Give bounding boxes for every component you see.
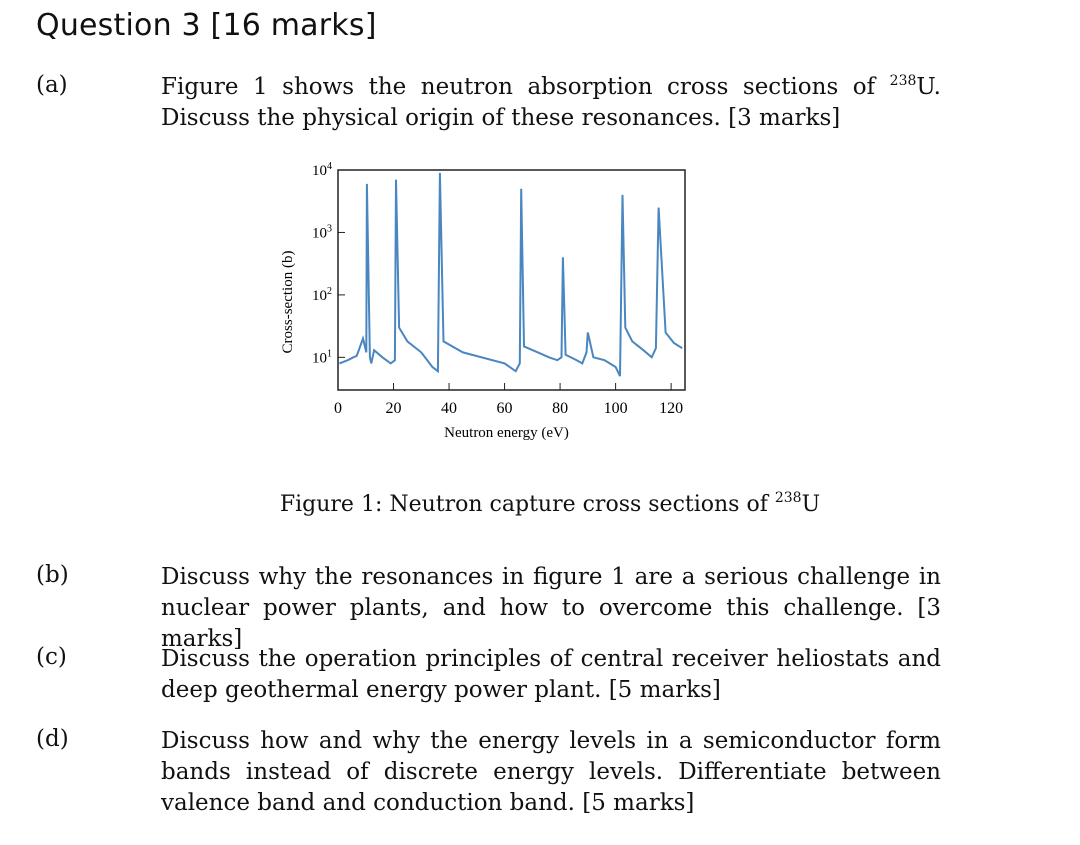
y-tick-label: 104 xyxy=(312,161,332,179)
y-tick-label: 102 xyxy=(312,286,332,304)
cross-section-series-line xyxy=(339,172,683,377)
part-c-label: (c) xyxy=(36,644,67,670)
cross-section-chart: 101 102 103 104 0 20 40 60 80 100 120 Neutron ene… xyxy=(280,161,686,441)
figure-caption: Figure 1: Neutron capture cross sections… xyxy=(0,490,1080,517)
x-tick-label: 40 xyxy=(441,400,457,417)
x-tick-label: 0 xyxy=(334,400,342,417)
x-tick-label: 80 xyxy=(552,400,568,417)
caption-text-before: Figure 1: Neutron capture cross sections… xyxy=(279,492,775,517)
caption-text-after: U xyxy=(801,492,821,517)
part-a-superscript: 238 xyxy=(889,73,917,89)
question-heading: Question 3 [16 marks] xyxy=(36,8,377,43)
x-tick-label: 120 xyxy=(659,400,683,417)
caption-superscript: 238 xyxy=(774,490,802,506)
y-tick-label: 103 xyxy=(312,223,332,241)
part-c-text: Discuss the operation principles of cent… xyxy=(161,646,941,703)
part-d-label: (d) xyxy=(36,726,69,752)
x-tick-label: 100 xyxy=(604,400,628,417)
y-axis-ticks: 101 102 103 104 xyxy=(312,161,345,366)
figure-1: 101 102 103 104 0 20 40 60 80 100 120 Neutron ene… xyxy=(270,160,700,460)
x-axis-label: Neutron energy (eV) xyxy=(444,425,569,441)
part-b-label: (b) xyxy=(36,562,69,588)
x-axis-ticks: 0 20 40 60 80 100 120 xyxy=(334,383,683,417)
plot-frame xyxy=(337,169,686,391)
x-tick-label: 60 xyxy=(497,400,513,417)
part-b-text: Discuss why the resonances in figure 1 a… xyxy=(161,564,941,652)
y-tick-label: 101 xyxy=(312,348,332,366)
part-a-label: (a) xyxy=(36,72,68,98)
part-a-text-after: U. Discuss the physical origin of these … xyxy=(161,74,941,131)
part-d-text: Discuss how and why the energy levels in… xyxy=(161,728,941,816)
part-a-text: Figure 1 shows the neutron absorption cr… xyxy=(161,72,941,134)
y-axis-label: Cross-section (b) xyxy=(280,251,296,354)
x-tick-label: 20 xyxy=(386,400,402,417)
part-a-text-before: Figure 1 shows the neutron absorption cr… xyxy=(161,74,890,100)
